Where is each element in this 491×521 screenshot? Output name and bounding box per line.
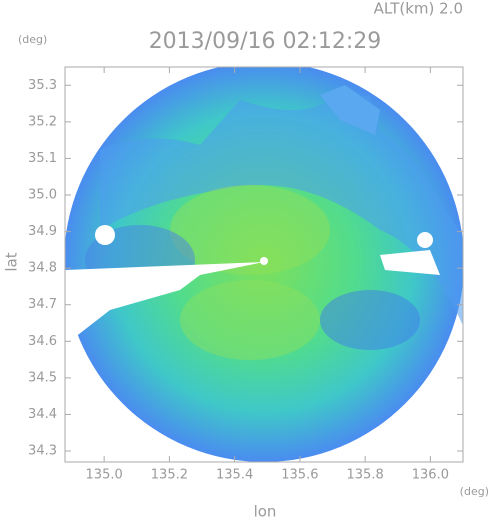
plot-frame: [64, 66, 464, 463]
chart-title: 2013/09/16 02:12:29: [149, 29, 382, 54]
y-tick-label: 35.3: [28, 78, 57, 93]
x-tick-label: 135.0: [86, 468, 123, 483]
x-tick-label: 136.0: [412, 468, 449, 483]
y-tick-label: 34.6: [28, 334, 57, 349]
x-tick-label: 135.6: [281, 468, 318, 483]
radar-field: [65, 67, 463, 462]
x-unit: (deg): [460, 485, 489, 498]
altitude-label: ALT(km) 2.0: [374, 0, 463, 18]
y-tick-label: 34.4: [28, 407, 57, 422]
y-tick-label: 34.7: [28, 297, 57, 312]
y-tick-label: 35.0: [28, 188, 57, 203]
y-unit: (deg): [18, 33, 47, 46]
x-tick-label: 135.2: [151, 468, 188, 483]
y-tick-label: 34.8: [28, 261, 57, 276]
y-axis-label: lat: [3, 252, 21, 271]
y-tick-label: 34.9: [28, 224, 57, 239]
x-tick-label: 135.4: [216, 468, 253, 483]
x-tick-label: 135.8: [347, 468, 384, 483]
y-tick-label: 35.1: [28, 151, 57, 166]
x-axis-label: lon: [254, 503, 277, 521]
y-tick-label: 34.3: [28, 444, 57, 459]
y-tick-label: 34.5: [28, 370, 57, 385]
y-tick-label: 35.2: [28, 114, 57, 129]
